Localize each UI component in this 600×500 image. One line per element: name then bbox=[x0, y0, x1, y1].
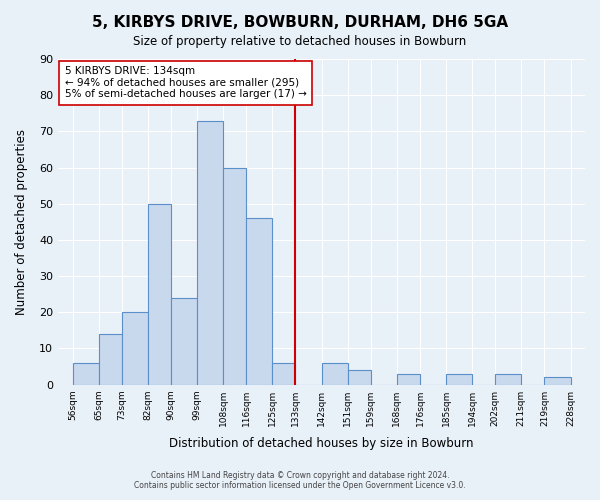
Text: 5, KIRBYS DRIVE, BOWBURN, DURHAM, DH6 5GA: 5, KIRBYS DRIVE, BOWBURN, DURHAM, DH6 5G… bbox=[92, 15, 508, 30]
Text: Size of property relative to detached houses in Bowburn: Size of property relative to detached ho… bbox=[133, 35, 467, 48]
Bar bbox=[223, 168, 246, 384]
Bar bbox=[148, 204, 171, 384]
X-axis label: Distribution of detached houses by size in Bowburn: Distribution of detached houses by size … bbox=[169, 437, 474, 450]
Text: Contains HM Land Registry data © Crown copyright and database right 2024.
Contai: Contains HM Land Registry data © Crown c… bbox=[134, 470, 466, 490]
Bar bbox=[347, 370, 371, 384]
Y-axis label: Number of detached properties: Number of detached properties bbox=[15, 129, 28, 315]
Bar bbox=[171, 298, 197, 384]
Bar bbox=[98, 334, 122, 384]
Text: 5 KIRBYS DRIVE: 134sqm
← 94% of detached houses are smaller (295)
5% of semi-det: 5 KIRBYS DRIVE: 134sqm ← 94% of detached… bbox=[65, 66, 307, 100]
Bar bbox=[246, 218, 272, 384]
Bar bbox=[197, 120, 223, 384]
Bar bbox=[446, 374, 472, 384]
Bar bbox=[322, 363, 347, 384]
Bar bbox=[122, 312, 148, 384]
Bar bbox=[397, 374, 420, 384]
Bar bbox=[73, 363, 98, 384]
Bar bbox=[495, 374, 521, 384]
Bar bbox=[272, 363, 295, 384]
Bar bbox=[544, 378, 571, 384]
